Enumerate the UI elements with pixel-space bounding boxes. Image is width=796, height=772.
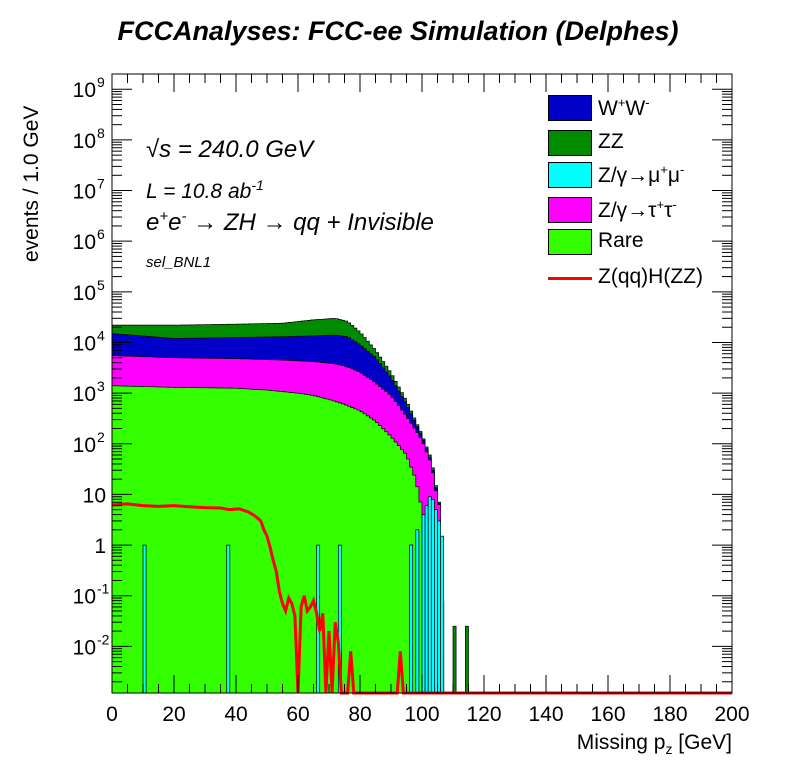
annotation-selection: sel_BNL1 [146, 254, 212, 271]
y-tick-exponent: -1 [97, 581, 110, 597]
legend-color-swatch [548, 197, 592, 223]
y-tick-exponent: 2 [97, 429, 105, 445]
x-tick-label: 140 [528, 703, 563, 726]
y-tick-label: 10 [73, 231, 96, 254]
x-tick-label: 40 [224, 703, 247, 726]
legend-color-swatch [548, 95, 592, 121]
y-tick-exponent: -2 [97, 631, 110, 647]
x-tick-label: 200 [714, 703, 749, 726]
legend-color-swatch [548, 229, 592, 255]
y-tick-label: 10 [73, 181, 96, 204]
x-tick-label: 100 [404, 703, 439, 726]
x-tick-label: 20 [162, 703, 185, 726]
spike-bar [465, 625, 469, 694]
y-tick-exponent: 7 [97, 176, 105, 192]
y-tick-exponent: 6 [97, 226, 105, 242]
legend-label: W+W- [598, 95, 650, 120]
y-tick-exponent: 8 [97, 125, 105, 141]
x-tick-label: 0 [106, 703, 118, 726]
legend-label: Z(qq)H(ZZ) [598, 265, 703, 288]
y-axis-label: events / 1.0 GeV [20, 105, 43, 262]
area-rare [111, 385, 445, 694]
spike-bar [226, 544, 231, 694]
y-tick-label: 10 [73, 586, 96, 609]
signal-line [111, 502, 732, 695]
y-tick-label: 10 [73, 636, 96, 659]
cyan-bin [415, 529, 420, 694]
x-tick-label: 180 [652, 703, 687, 726]
x-tick-label: 120 [466, 703, 501, 726]
y-tick-label: 10 [73, 130, 96, 153]
x-tick-label: 160 [590, 703, 625, 726]
legend-color-swatch [548, 130, 592, 156]
y-tick-exponent: 4 [97, 327, 105, 343]
annotation-sqrt-s: √s = 240.0 GeV [146, 136, 314, 163]
legend-label: ZZ [598, 130, 624, 153]
x-tick-label: 80 [348, 703, 371, 726]
annotation-process: e+e- → ZH → qq + Invisible [146, 208, 434, 236]
cyan-bin [434, 509, 438, 694]
spike-bar [452, 625, 457, 694]
legend-color-swatch [548, 162, 592, 188]
y-tick-label: 10 [73, 282, 96, 305]
cyan-bin [437, 520, 441, 694]
y-tick-label: 1 [94, 535, 106, 558]
x-axis-label-text: Missing pz [GeV] [576, 731, 732, 758]
legend-label: Rare [598, 229, 644, 252]
cyan-bin [427, 496, 432, 694]
legend-line-swatch [548, 277, 592, 280]
x-axis-label: Missing pz [GeV] [577, 731, 732, 757]
spike-bar [142, 544, 147, 694]
sqrt-icon: √ [146, 136, 160, 163]
y-tick-label: 10 [73, 332, 96, 355]
y-tick-exponent: 3 [97, 378, 105, 394]
y-tick-label: 10 [73, 79, 96, 102]
y-tick-exponent: 5 [97, 277, 105, 293]
cyan-bin [421, 514, 426, 694]
annotation-lumi: L = 10.8 ab-1 [146, 177, 264, 203]
cyan-bin [440, 535, 445, 694]
y-tick-label: 10 [73, 383, 96, 406]
legend-label: Z/γ→τ+τ- [598, 197, 677, 222]
legend-label: Z/γ→μ+μ- [598, 162, 685, 187]
chart-title: FCCAnalyses: FCC-ee Simulation (Delphes) [117, 16, 679, 46]
y-tick-exponent: 9 [97, 74, 105, 90]
y-tick-label: 10 [83, 484, 106, 507]
spike-bar [409, 544, 414, 694]
y-tick-label: 10 [73, 434, 96, 457]
cyan-bin [424, 505, 429, 694]
x-tick-label: 60 [286, 703, 309, 726]
cyan-bin [430, 498, 435, 694]
